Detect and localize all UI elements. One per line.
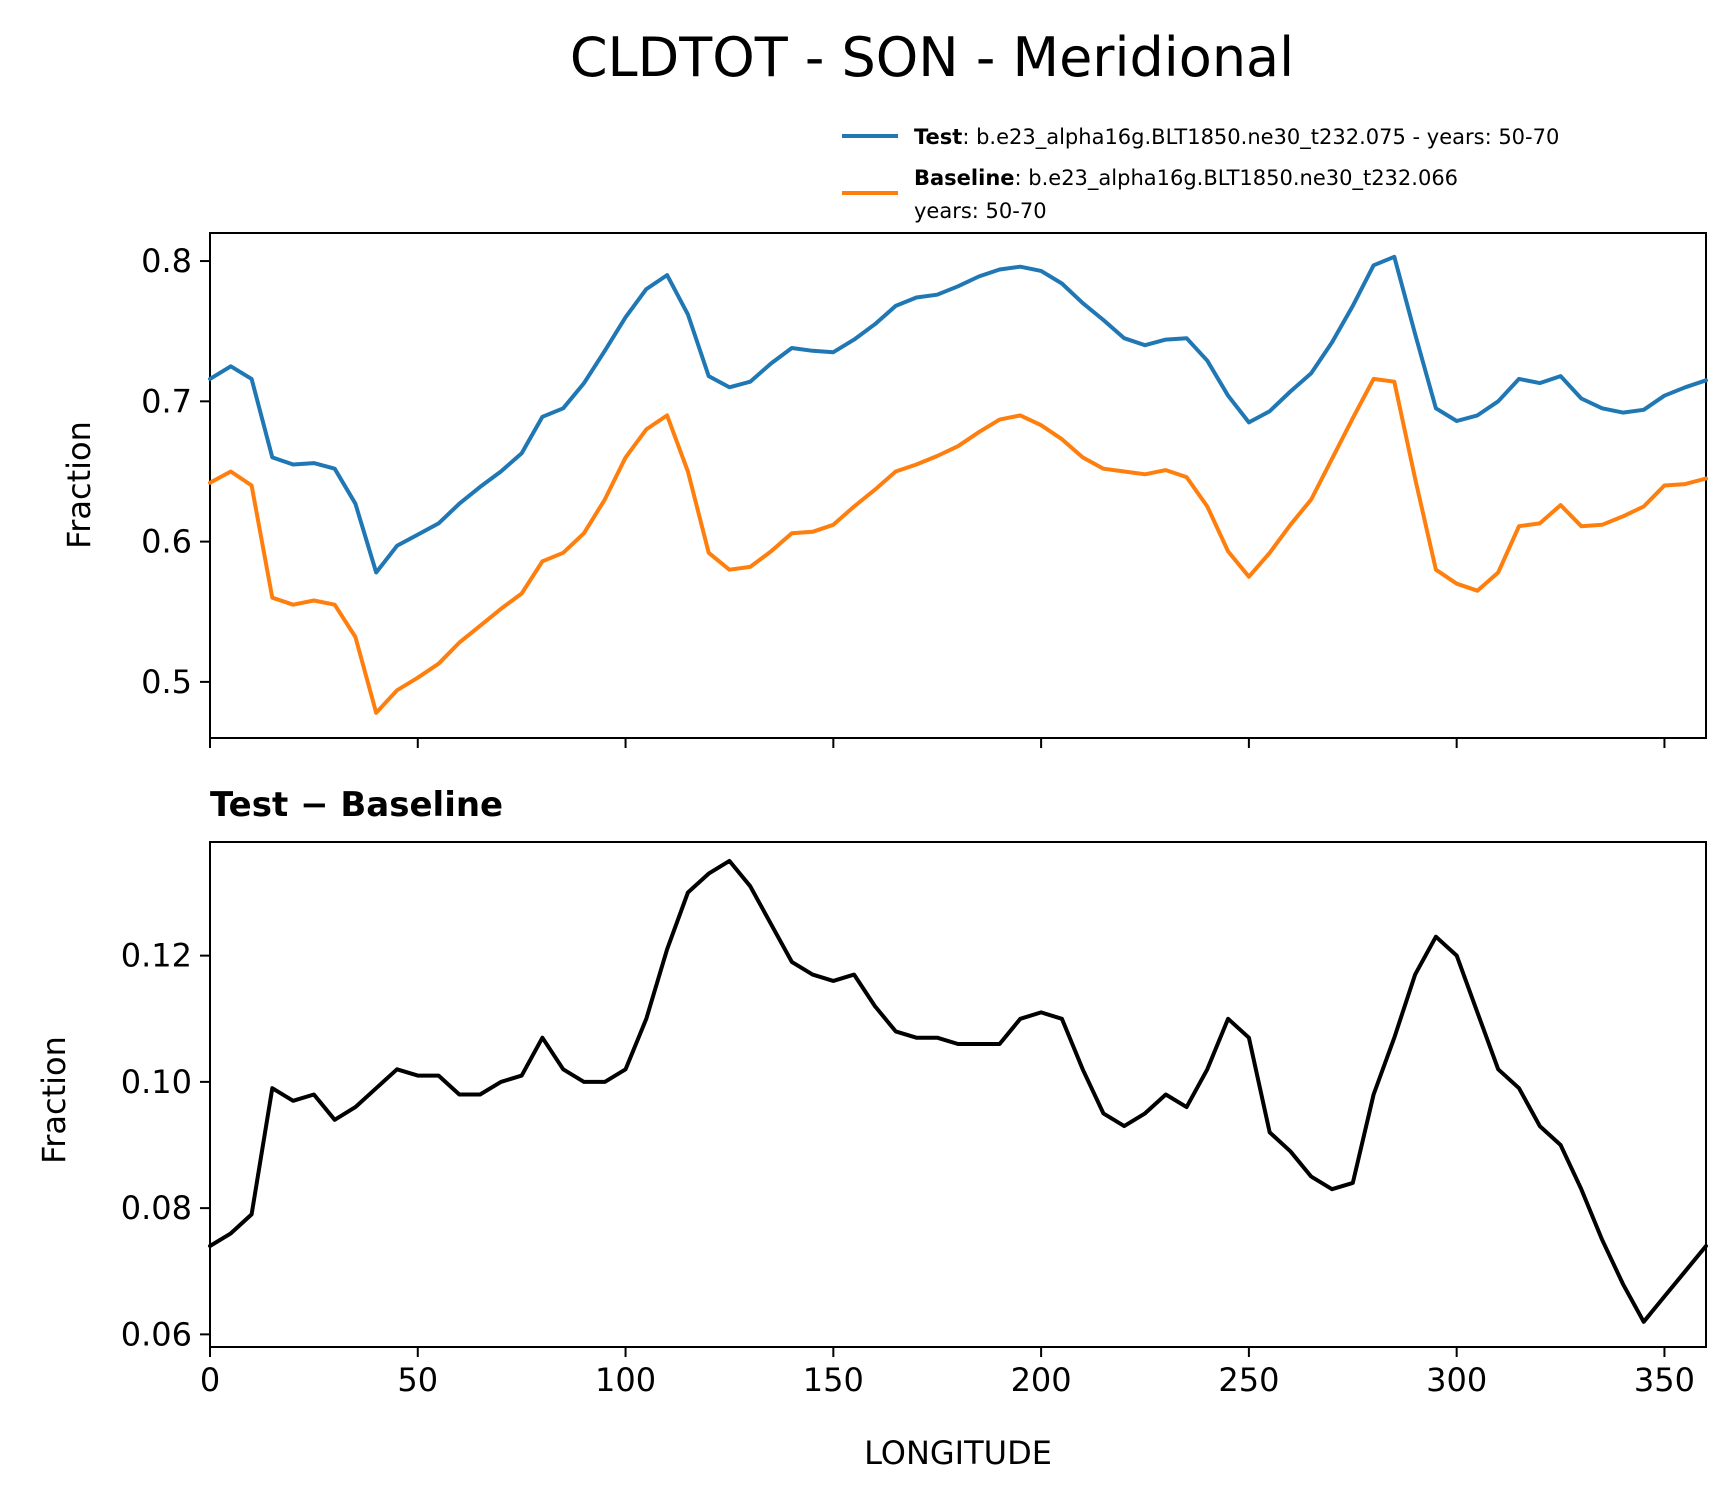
x-tick-label: 300 bbox=[1426, 1361, 1487, 1399]
legend-entry-baseline: Baseline: b.e23_alpha16g.BLT1850.ne30_t2… bbox=[914, 166, 1458, 191]
difference-panel: Test − Baseline Fraction LONGITUDE 0 50 10… bbox=[35, 785, 1708, 1472]
chart-title: CLDTOT - SON - Meridional bbox=[570, 26, 1294, 89]
x-tick-label: 200 bbox=[1011, 1361, 1072, 1399]
y-tick-label: 0.7 bbox=[141, 382, 192, 420]
difference-plot-frame bbox=[209, 841, 1707, 1348]
y-tick-label: 0.8 bbox=[141, 242, 192, 280]
series-line-test bbox=[208, 254, 1708, 575]
series-line-baseline bbox=[208, 376, 1708, 715]
y-tick-label: 0.5 bbox=[141, 663, 192, 701]
main-plot-frame bbox=[209, 232, 1707, 739]
legend-sep-test: : bbox=[962, 125, 969, 149]
legend-text-test: b.e23_alpha16g.BLT1850.ne30_t232.075 - y… bbox=[969, 125, 1559, 150]
legend: Test: b.e23_alpha16g.BLT1850.ne30_t232.0… bbox=[842, 125, 1559, 223]
difference-ylabel: Fraction bbox=[35, 1036, 73, 1164]
y-tick-label: 0.12 bbox=[121, 937, 192, 975]
y-tick-label: 0.06 bbox=[121, 1315, 192, 1353]
x-tick-label: 150 bbox=[803, 1361, 864, 1399]
main-ylabel: Fraction bbox=[60, 421, 98, 549]
legend-label-test: Test bbox=[914, 125, 962, 149]
series-line-test-baseline bbox=[208, 858, 1708, 1324]
legend-entry-test: Test: b.e23_alpha16g.BLT1850.ne30_t232.0… bbox=[914, 125, 1559, 150]
x-tick-label: 250 bbox=[1218, 1361, 1279, 1399]
legend-text-baseline: b.e23_alpha16g.BLT1850.ne30_t232.066 bbox=[1022, 166, 1458, 191]
x-tick-label: 350 bbox=[1634, 1361, 1695, 1399]
legend-label-baseline: Baseline bbox=[914, 166, 1015, 190]
legend-text-baseline-years: years: 50-70 bbox=[914, 199, 1047, 223]
y-tick-label: 0.6 bbox=[141, 523, 192, 561]
y-tick-label: 0.10 bbox=[121, 1063, 192, 1101]
x-tick-label: 100 bbox=[595, 1361, 656, 1399]
x-axis-label: LONGITUDE bbox=[864, 1434, 1052, 1472]
x-tick-label: 0 bbox=[200, 1361, 220, 1399]
y-tick-label: 0.08 bbox=[121, 1189, 192, 1227]
legend-sep-baseline: : bbox=[1015, 166, 1022, 190]
x-tick-label: 50 bbox=[397, 1361, 438, 1399]
main-panel: Fraction 0.5 0.6 0.7 0.8 bbox=[60, 232, 1708, 748]
difference-subtitle: Test − Baseline bbox=[210, 785, 503, 825]
